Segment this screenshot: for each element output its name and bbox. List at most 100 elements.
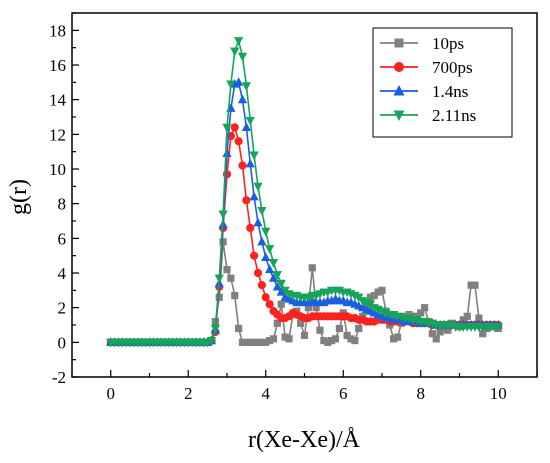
data-point xyxy=(250,251,259,260)
data-point xyxy=(254,338,262,346)
y-tick-label: 10 xyxy=(49,160,66,179)
y-tick-label: 4 xyxy=(58,264,67,283)
data-point xyxy=(390,335,398,343)
y-tick-label: 0 xyxy=(58,333,67,352)
y-tick-label: 2 xyxy=(58,299,67,318)
data-point xyxy=(276,279,286,289)
data-point xyxy=(436,328,444,336)
legend-label: 700ps xyxy=(432,58,473,77)
data-point xyxy=(230,47,240,57)
data-point xyxy=(231,291,239,300)
data-point xyxy=(238,338,247,346)
data-point xyxy=(249,151,259,161)
data-point xyxy=(242,196,251,205)
data-point xyxy=(320,337,328,345)
legend-item: 2.11ns xyxy=(380,106,476,125)
data-point xyxy=(355,324,363,333)
data-point xyxy=(277,300,285,308)
data-point xyxy=(467,281,475,289)
data-point xyxy=(223,265,231,274)
legend-item: 10ps xyxy=(380,34,464,53)
data-point xyxy=(285,335,293,343)
data-point xyxy=(272,281,282,291)
data-point xyxy=(210,324,220,334)
data-point xyxy=(246,338,254,346)
data-point xyxy=(261,293,270,302)
x-axis-label: r(Xe-Xe)/Å xyxy=(248,427,361,453)
legend-item: 1.4ns xyxy=(380,82,468,101)
data-point xyxy=(316,326,324,334)
data-point xyxy=(206,337,217,346)
legend-label: 1.4ns xyxy=(432,82,468,101)
data-point xyxy=(218,210,228,220)
data-point xyxy=(366,293,374,301)
y-axis-ticks: -2 0 2 4 6 8 10 12 14 16 18 xyxy=(49,12,79,387)
data-point xyxy=(475,314,483,322)
series-700ps xyxy=(106,123,503,347)
data-point xyxy=(265,300,274,309)
data-point xyxy=(257,281,266,290)
y-axis-label: g(r) xyxy=(6,179,32,215)
data-point xyxy=(304,304,312,312)
data-point xyxy=(370,291,378,300)
data-point xyxy=(417,309,425,317)
data-point xyxy=(237,52,248,62)
y-tick-label: 14 xyxy=(49,91,67,110)
series-line-700ps xyxy=(110,125,499,344)
data-point xyxy=(444,326,452,334)
data-point xyxy=(378,286,386,294)
data-point xyxy=(266,337,274,345)
legend-marker xyxy=(393,85,405,96)
data-point xyxy=(226,103,236,112)
data-point xyxy=(214,274,224,284)
data-point xyxy=(261,227,271,237)
data-point xyxy=(432,335,440,343)
x-tick-label: 0 xyxy=(107,384,116,403)
data-point xyxy=(300,331,309,339)
x-tick-label: 6 xyxy=(339,384,348,403)
legend: 10ps 700ps 1.4ns 2.11ns xyxy=(372,27,513,138)
series-10ps xyxy=(107,238,502,346)
data-point xyxy=(242,338,250,346)
data-point xyxy=(281,333,289,341)
y-tick-label: 18 xyxy=(49,21,66,40)
data-point xyxy=(272,271,282,280)
data-point xyxy=(253,182,263,192)
data-point xyxy=(222,148,232,157)
data-point xyxy=(222,123,232,133)
data-point xyxy=(351,337,359,345)
data-point xyxy=(234,137,243,146)
data-point xyxy=(241,82,251,91)
x-tick-label: 4 xyxy=(262,384,271,403)
legend-marker xyxy=(393,110,405,121)
legend-items: 10ps 700ps 1.4ns 2.11ns xyxy=(380,34,476,125)
data-point xyxy=(246,223,255,233)
data-point xyxy=(428,330,436,338)
data-point xyxy=(463,312,471,320)
x-tick-label: 2 xyxy=(184,384,193,403)
data-point xyxy=(374,288,382,296)
data-point xyxy=(393,333,402,341)
data-point xyxy=(241,122,251,131)
data-point xyxy=(237,94,248,104)
series-layer xyxy=(106,37,503,348)
data-point xyxy=(238,161,247,170)
data-point xyxy=(324,338,332,346)
data-point xyxy=(250,338,258,346)
data-point xyxy=(215,293,223,301)
data-point xyxy=(245,158,255,168)
data-point xyxy=(493,323,503,332)
data-point xyxy=(262,338,270,346)
data-point xyxy=(234,37,244,46)
data-point xyxy=(258,338,266,346)
data-point xyxy=(253,268,263,278)
legend-marker xyxy=(394,62,404,72)
x-tick-label: 10 xyxy=(490,384,507,403)
data-point xyxy=(421,304,429,312)
data-point xyxy=(459,316,467,324)
data-point xyxy=(479,330,487,338)
data-point xyxy=(308,264,316,272)
y-tick-label: 12 xyxy=(49,125,66,144)
data-point xyxy=(268,259,279,268)
